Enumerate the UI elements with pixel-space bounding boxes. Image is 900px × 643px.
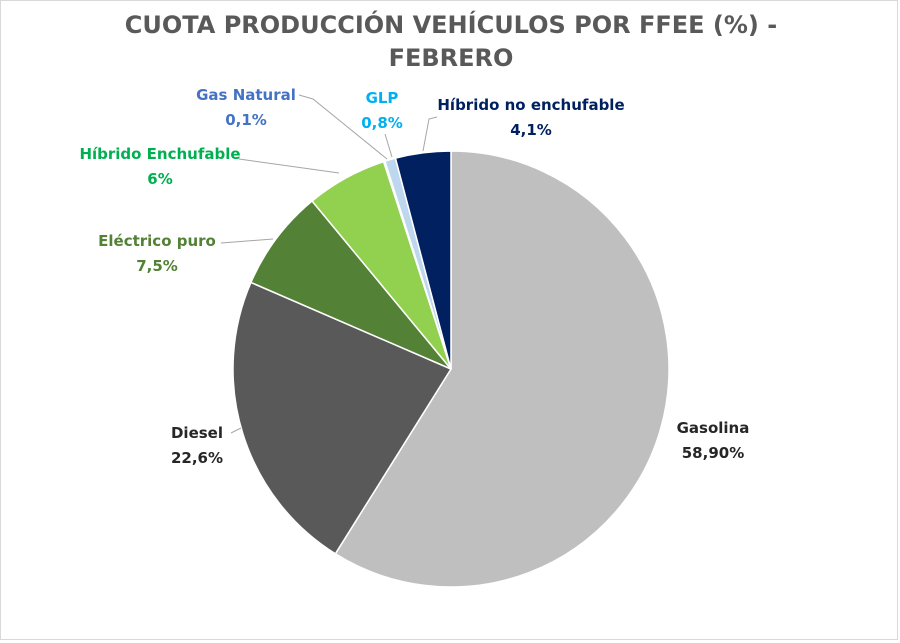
leader-line-glp bbox=[384, 133, 393, 158]
chart-title-line-1: CUOTA PRODUCCIÓN VEHÍCULOS POR FFEE (%) … bbox=[124, 11, 778, 39]
pie-slice-diesel bbox=[232, 281, 453, 555]
pie-slice-hibrido-no-enchufable bbox=[394, 150, 452, 370]
pie-labels: Gasolina 58,90% Diesel 22,6% Eléctrico puro 7… bbox=[79, 86, 749, 467]
leader-line-gas-natural bbox=[298, 94, 388, 160]
data-label-name-gasolina: Gasolina bbox=[677, 419, 750, 437]
leader-line-hibrido-enchufable bbox=[238, 158, 340, 174]
data-label-value-electrico: 7,5% bbox=[136, 257, 178, 275]
data-label-name-diesel: Diesel bbox=[171, 424, 223, 442]
data-label-name-gas-natural: Gas Natural bbox=[196, 86, 296, 104]
pie-slices bbox=[232, 150, 670, 588]
chart-title: CUOTA PRODUCCIÓN VEHÍCULOS POR FFEE (%) … bbox=[1, 9, 900, 75]
data-label-value-hibrido-enchufable: 6% bbox=[147, 170, 172, 188]
pie-slice-gasolina bbox=[334, 150, 670, 588]
data-label-name-hibrido-no-enchufable: Híbrido no enchufable bbox=[437, 96, 624, 114]
data-label-value-gas-natural: 0,1% bbox=[225, 111, 267, 129]
data-label-value-glp: 0,8% bbox=[361, 114, 403, 132]
data-label-name-glp: GLP bbox=[366, 89, 399, 107]
chart-title-line-2: FEBRERO bbox=[388, 44, 514, 72]
data-label-name-hibrido-enchufable: Híbrido Enchufable bbox=[79, 145, 240, 163]
data-label-value-gasolina: 58,90% bbox=[682, 444, 744, 462]
pie-slice-electrico bbox=[249, 199, 452, 370]
data-label-name-electrico: Eléctrico puro bbox=[98, 232, 216, 250]
leader-line-diesel bbox=[230, 427, 242, 434]
data-label-value-hibrido-no-enchufable: 4,1% bbox=[510, 121, 552, 139]
leader-line-electrico bbox=[220, 238, 274, 244]
data-label-value-diesel: 22,6% bbox=[171, 449, 223, 467]
leader-line-hibrido-no-enchufable bbox=[422, 116, 438, 152]
